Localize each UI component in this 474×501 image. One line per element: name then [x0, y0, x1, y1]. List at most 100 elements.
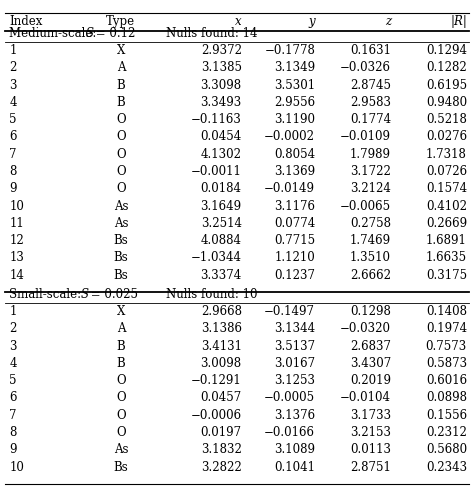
Text: O: O: [116, 426, 126, 439]
Text: 3.0098: 3.0098: [201, 357, 242, 370]
Text: 7: 7: [9, 409, 17, 422]
Text: 0.0113: 0.0113: [350, 443, 391, 456]
Text: 4.1302: 4.1302: [201, 148, 242, 161]
Text: O: O: [116, 165, 126, 178]
Text: 3.4307: 3.4307: [350, 357, 391, 370]
Text: A: A: [117, 322, 125, 335]
Text: 1: 1: [9, 305, 17, 318]
Text: 3.1176: 3.1176: [274, 199, 315, 212]
Text: S: S: [86, 27, 94, 40]
Text: 0.6016: 0.6016: [426, 374, 467, 387]
Text: 1.7469: 1.7469: [350, 234, 391, 247]
Text: 0.2669: 0.2669: [426, 217, 467, 230]
Text: 3.0167: 3.0167: [274, 357, 315, 370]
Text: Bs: Bs: [113, 234, 128, 247]
Text: 0.0197: 0.0197: [201, 426, 242, 439]
Text: 1.1210: 1.1210: [274, 252, 315, 265]
Text: −0.0109: −0.0109: [340, 130, 391, 143]
Text: 0.0457: 0.0457: [201, 391, 242, 404]
Text: As: As: [114, 217, 128, 230]
Text: 3.1733: 3.1733: [350, 409, 391, 422]
Text: 3.1722: 3.1722: [350, 165, 391, 178]
Text: z: z: [385, 15, 391, 28]
Text: 3: 3: [9, 340, 17, 353]
Text: 2: 2: [9, 61, 17, 74]
Text: −0.0005: −0.0005: [264, 391, 315, 404]
Text: 0.0898: 0.0898: [426, 391, 467, 404]
Text: 3.1386: 3.1386: [201, 322, 242, 335]
Text: Index: Index: [9, 15, 43, 28]
Text: −0.0002: −0.0002: [264, 130, 315, 143]
Text: 2: 2: [9, 322, 17, 335]
Text: 3.1253: 3.1253: [274, 374, 315, 387]
Text: 1.7318: 1.7318: [426, 148, 467, 161]
Text: 3.2514: 3.2514: [201, 217, 242, 230]
Text: As: As: [114, 443, 128, 456]
Text: 0.2758: 0.2758: [350, 217, 391, 230]
Text: B: B: [117, 79, 125, 92]
Text: 2.8751: 2.8751: [350, 460, 391, 473]
Text: 0.1774: 0.1774: [350, 113, 391, 126]
Text: −0.0104: −0.0104: [340, 391, 391, 404]
Text: 3.4131: 3.4131: [201, 340, 242, 353]
Text: 0.1237: 0.1237: [274, 269, 315, 282]
Text: 0.3175: 0.3175: [426, 269, 467, 282]
Text: Nulls found: 14: Nulls found: 14: [166, 27, 257, 40]
Text: 4: 4: [9, 96, 17, 109]
Text: A: A: [117, 61, 125, 74]
Text: −0.0320: −0.0320: [340, 322, 391, 335]
Text: −0.0065: −0.0065: [340, 199, 391, 212]
Text: 3.1369: 3.1369: [274, 165, 315, 178]
Text: −0.1778: −0.1778: [264, 44, 315, 57]
Text: 0.7715: 0.7715: [274, 234, 315, 247]
Text: X: X: [117, 305, 125, 318]
Text: 3.2153: 3.2153: [350, 426, 391, 439]
Text: 2.9372: 2.9372: [201, 44, 242, 57]
Text: 3.1344: 3.1344: [274, 322, 315, 335]
Text: 3.1376: 3.1376: [274, 409, 315, 422]
Text: 2.9556: 2.9556: [274, 96, 315, 109]
Text: 0.5680: 0.5680: [426, 443, 467, 456]
Text: 3.5301: 3.5301: [274, 79, 315, 92]
Text: = 0.12: = 0.12: [92, 27, 136, 40]
Text: O: O: [116, 148, 126, 161]
Text: −0.0011: −0.0011: [191, 165, 242, 178]
Text: 0.5218: 0.5218: [426, 113, 467, 126]
Text: 2.9668: 2.9668: [201, 305, 242, 318]
Text: 0.0774: 0.0774: [274, 217, 315, 230]
Text: 0.1294: 0.1294: [426, 44, 467, 57]
Text: 5: 5: [9, 374, 17, 387]
Text: 0.1974: 0.1974: [426, 322, 467, 335]
Text: 7: 7: [9, 148, 17, 161]
Text: 0.2343: 0.2343: [426, 460, 467, 473]
Text: 0.2312: 0.2312: [426, 426, 467, 439]
Text: y: y: [309, 15, 315, 28]
Text: 9: 9: [9, 443, 17, 456]
Text: Type: Type: [106, 15, 136, 28]
Text: 2.8745: 2.8745: [350, 79, 391, 92]
Text: 6: 6: [9, 130, 17, 143]
Text: 3.2822: 3.2822: [201, 460, 242, 473]
Text: 3.1349: 3.1349: [274, 61, 315, 74]
Text: 3.1649: 3.1649: [201, 199, 242, 212]
Text: 14: 14: [9, 269, 24, 282]
Text: 13: 13: [9, 252, 24, 265]
Text: 3.2124: 3.2124: [350, 182, 391, 195]
Text: 0.1282: 0.1282: [426, 61, 467, 74]
Text: 0.1556: 0.1556: [426, 409, 467, 422]
Text: S: S: [80, 288, 88, 301]
Text: Bs: Bs: [113, 269, 128, 282]
Text: 0.1631: 0.1631: [350, 44, 391, 57]
Text: 10: 10: [9, 460, 24, 473]
Text: O: O: [116, 113, 126, 126]
Text: 12: 12: [9, 234, 24, 247]
Text: 0.4102: 0.4102: [426, 199, 467, 212]
Text: 0.9480: 0.9480: [426, 96, 467, 109]
Text: 3: 3: [9, 79, 17, 92]
Text: 0.0454: 0.0454: [201, 130, 242, 143]
Text: = 0.025: = 0.025: [86, 288, 137, 301]
Text: 0.1041: 0.1041: [274, 460, 315, 473]
Text: B: B: [117, 96, 125, 109]
Text: −1.0344: −1.0344: [191, 252, 242, 265]
Text: |R|: |R|: [450, 15, 467, 28]
